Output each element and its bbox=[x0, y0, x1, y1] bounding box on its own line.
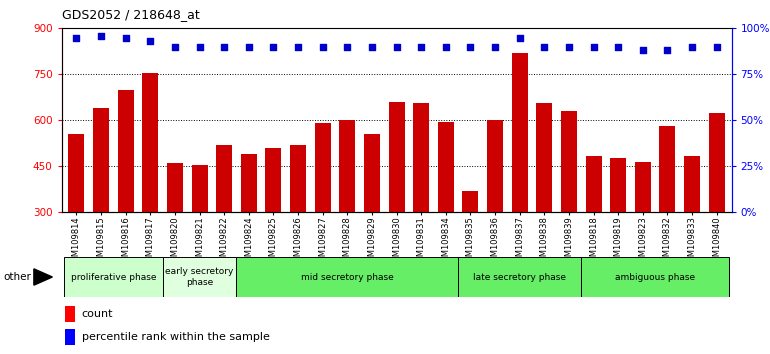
Point bbox=[70, 35, 82, 40]
Bar bbox=[512, 53, 527, 212]
Point bbox=[243, 44, 255, 50]
Bar bbox=[364, 134, 380, 212]
Text: GDS2052 / 218648_at: GDS2052 / 218648_at bbox=[62, 8, 199, 21]
Bar bbox=[315, 124, 330, 212]
Bar bbox=[162, 257, 236, 297]
Bar bbox=[634, 162, 651, 212]
Point bbox=[637, 47, 649, 53]
Bar bbox=[610, 158, 626, 212]
Polygon shape bbox=[34, 269, 52, 285]
Point bbox=[612, 44, 624, 50]
Bar bbox=[216, 145, 232, 212]
Text: other: other bbox=[4, 272, 32, 282]
Point bbox=[415, 44, 427, 50]
Bar bbox=[167, 163, 183, 212]
Text: percentile rank within the sample: percentile rank within the sample bbox=[82, 332, 270, 342]
Point bbox=[390, 44, 403, 50]
Point bbox=[588, 44, 600, 50]
Point bbox=[267, 44, 280, 50]
Text: late secretory phase: late secretory phase bbox=[474, 273, 566, 281]
Bar bbox=[708, 113, 725, 212]
Point bbox=[341, 44, 353, 50]
Point bbox=[193, 44, 206, 50]
Bar bbox=[118, 90, 134, 212]
Point bbox=[366, 44, 378, 50]
Point bbox=[144, 38, 156, 44]
Bar bbox=[64, 257, 162, 297]
Point bbox=[686, 44, 698, 50]
Point bbox=[711, 44, 723, 50]
Text: ambiguous phase: ambiguous phase bbox=[615, 273, 695, 281]
Bar bbox=[581, 257, 729, 297]
Point bbox=[514, 35, 526, 40]
Point bbox=[119, 35, 132, 40]
Point bbox=[169, 44, 181, 50]
Point bbox=[563, 44, 575, 50]
Bar bbox=[684, 156, 700, 212]
Point bbox=[538, 44, 551, 50]
Bar bbox=[585, 156, 601, 212]
Bar bbox=[241, 154, 256, 212]
Text: proliferative phase: proliferative phase bbox=[71, 273, 156, 281]
Bar bbox=[438, 122, 454, 212]
Text: count: count bbox=[82, 309, 113, 319]
Text: mid secretory phase: mid secretory phase bbox=[301, 273, 393, 281]
Bar bbox=[142, 73, 159, 212]
Bar bbox=[413, 103, 429, 212]
Bar bbox=[458, 257, 581, 297]
Bar bbox=[266, 148, 281, 212]
Bar bbox=[659, 126, 675, 212]
Point bbox=[464, 44, 477, 50]
Bar bbox=[65, 306, 75, 321]
Point bbox=[440, 44, 452, 50]
Bar bbox=[290, 145, 306, 212]
Point bbox=[489, 44, 501, 50]
Bar bbox=[93, 108, 109, 212]
Bar bbox=[487, 120, 503, 212]
Bar bbox=[389, 102, 404, 212]
Point bbox=[95, 33, 107, 39]
Bar bbox=[340, 120, 355, 212]
Point bbox=[218, 44, 230, 50]
Bar bbox=[236, 257, 458, 297]
Point bbox=[292, 44, 304, 50]
Point bbox=[316, 44, 329, 50]
Bar bbox=[192, 165, 208, 212]
Point bbox=[661, 47, 674, 53]
Bar bbox=[65, 329, 75, 345]
Bar bbox=[561, 111, 577, 212]
Text: early secretory
phase: early secretory phase bbox=[166, 267, 234, 287]
Bar bbox=[69, 134, 85, 212]
Bar bbox=[537, 103, 552, 212]
Bar bbox=[463, 191, 478, 212]
